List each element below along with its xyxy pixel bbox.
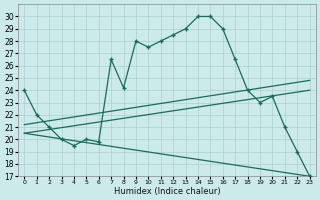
- X-axis label: Humidex (Indice chaleur): Humidex (Indice chaleur): [114, 187, 220, 196]
